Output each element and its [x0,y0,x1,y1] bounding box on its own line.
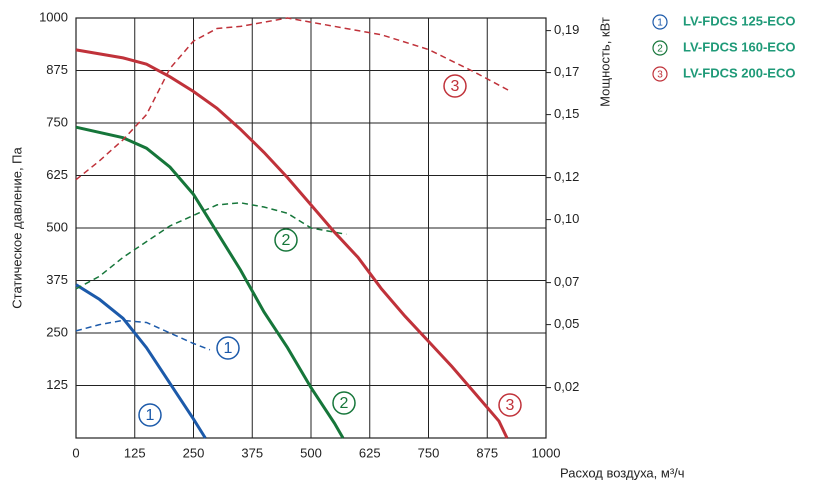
y-tick-label: 375 [46,272,68,287]
y-axis-label: Статическое давление, Па [9,147,24,309]
x-tick-label: 500 [300,445,322,460]
y2-axis-label: Мощность, кВт [597,17,612,107]
legend-number: 1 [657,18,663,29]
curve-number-circle [443,74,467,98]
y-tick-label: 875 [46,62,68,77]
legend-circle [652,40,668,56]
y-tick-label: 250 [46,324,68,339]
pressure-curve [75,283,207,439]
curve-number: 3 [451,78,460,95]
curve-number: 1 [224,340,233,357]
legend-label: LV-FDCS 200-ECO [683,65,795,80]
curve-number-circle [274,228,298,252]
y-tick-label: 1000 [39,9,68,24]
y2-tick-label: 0,05 [554,316,579,331]
curve-number-circle [216,336,240,360]
legend-number: 3 [657,70,663,81]
x-tick-label: 375 [241,445,263,460]
x-tick-label: 250 [183,445,205,460]
y2-tick-label: 0,07 [554,274,579,289]
y-tick-label: 625 [46,167,68,182]
power-curve [75,202,347,290]
x-tick-label: 1000 [532,445,561,460]
legend-number: 2 [657,44,663,55]
y2-tick-label: 0,12 [554,169,579,184]
x-tick-label: 875 [476,445,498,460]
curve-number-circle [138,403,162,427]
curve-number: 1 [146,407,155,424]
y2-tick-label: 0,17 [554,64,579,79]
y-tick-label: 125 [46,377,68,392]
curve-number: 2 [340,395,349,412]
x-tick-label: 625 [359,445,381,460]
curve-number: 3 [506,397,515,414]
x-tick-label: 750 [418,445,440,460]
power-curve [75,319,211,351]
x-tick-label: 125 [124,445,146,460]
power-curve [75,17,512,181]
legend-label: LV-FDCS 160-ECO [683,39,795,54]
y2-tick-label: 0,15 [554,106,579,121]
y-tick-label: 500 [46,219,68,234]
y-tick-label: 750 [46,114,68,129]
curve-number-circle [498,393,522,417]
curve-number-circle [332,391,356,415]
pressure-curve [75,48,509,439]
legend-circle [652,66,668,82]
pressure-curve [75,125,345,439]
legend-label: LV-FDCS 125-ECO [683,13,795,28]
y2-tick-label: 0,02 [554,379,579,394]
curve-number: 2 [282,232,291,249]
x-tick-label: 0 [72,445,79,460]
y2-tick-label: 0,10 [554,211,579,226]
y2-tick-label: 0,19 [554,22,579,37]
x-axis-label: Расход воздуха, м³/ч [560,465,685,480]
legend-circle [652,14,668,30]
